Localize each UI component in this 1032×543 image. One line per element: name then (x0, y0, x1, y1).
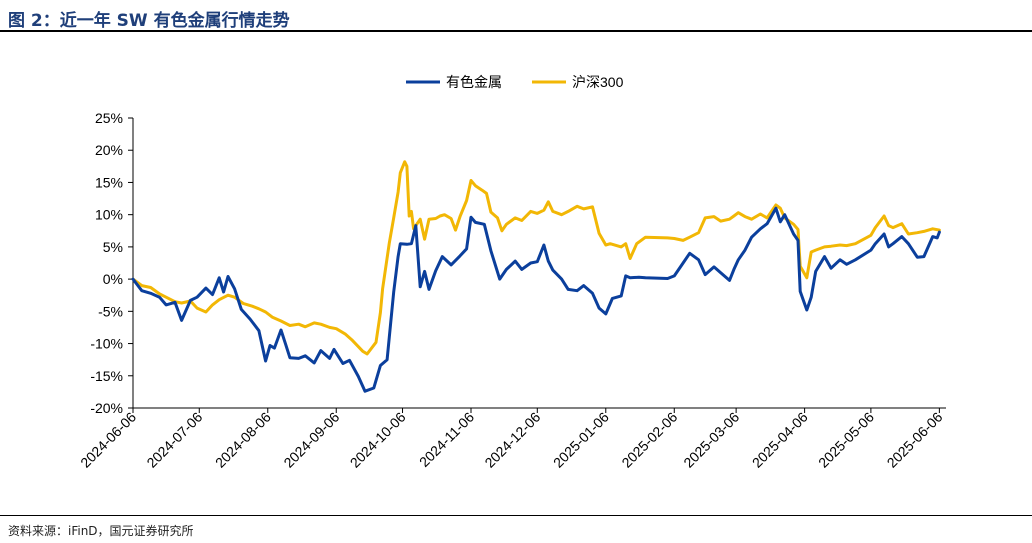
x-tick-label: 2025-01-06 (550, 409, 612, 471)
x-tick-label: 2024-06-06 (77, 409, 139, 471)
y-tick-label: 25% (95, 110, 123, 126)
y-tick-label: -15% (90, 368, 123, 384)
x-tick-label: 2025-05-06 (815, 409, 877, 471)
legend: 有色金属 沪深300 (406, 74, 624, 90)
x-tick-label: 2025-02-06 (618, 409, 680, 471)
x-axis: 2024-06-06 2024-07-06 2024-08-06 2024-09-06… (77, 407, 946, 471)
x-tick-label: 2024-07-06 (143, 409, 205, 471)
footer-rule (0, 515, 1032, 516)
series-line-hs300 (131, 160, 941, 356)
y-tick-label: -10% (90, 336, 123, 352)
y-tick-label: -20% (90, 400, 123, 416)
y-tick-label: 10% (95, 207, 123, 223)
y-tick-label: -5% (98, 303, 123, 319)
x-tick-label: 2024-10-06 (347, 409, 409, 471)
title-rule (0, 30, 1032, 32)
x-tick-label: 2025-06-06 (884, 409, 946, 471)
y-axis: -20% -15% -10% -5% 0% 5% 10% 15% 20% 25% (90, 110, 134, 416)
y-tick-label: 15% (95, 174, 123, 190)
series-layer (131, 160, 941, 393)
x-tick-label: 2024-12-06 (481, 409, 543, 471)
legend-label-nonferrous: 有色金属 (446, 74, 502, 90)
x-tick-label: 2024-11-06 (416, 409, 477, 470)
x-tick-label: 2024-08-06 (212, 409, 274, 471)
figure-title: 图 2：近一年 SW 有色金属行情走势 (8, 11, 290, 31)
x-tick-label: 2024-09-06 (280, 409, 342, 471)
series-line-nonferrous (131, 206, 941, 393)
y-tick-label: 0% (103, 271, 123, 287)
legend-label-hs300: 沪深300 (572, 74, 624, 90)
x-tick-label: 2025-04-06 (749, 409, 811, 471)
source-note: 资料来源：iFinD，国元证券研究所 (8, 524, 194, 538)
line-chart: 有色金属 沪深300 -20% -15% -10% -5% 0% 5% 10% 15% 20% 2… (77, 74, 946, 471)
x-tick-label: 2025-03-06 (680, 409, 742, 471)
y-tick-label: 20% (95, 142, 123, 158)
y-tick-label: 5% (103, 239, 123, 255)
